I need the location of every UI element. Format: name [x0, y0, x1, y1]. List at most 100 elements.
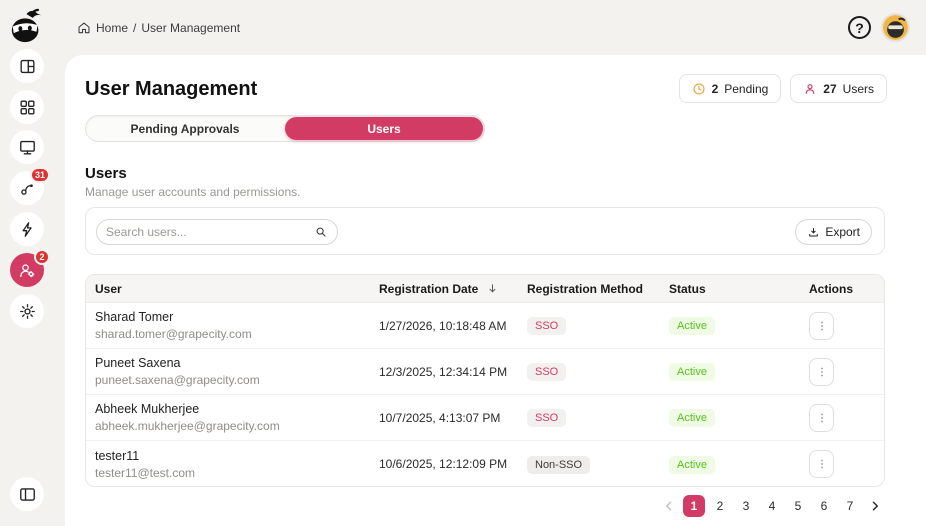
- search-input[interactable]: [106, 225, 314, 239]
- gear-icon: [19, 303, 35, 319]
- breadcrumb: Home / User Management: [77, 21, 240, 35]
- search-toolbar-panel: Export: [85, 207, 885, 255]
- column-header-actions: Actions: [809, 281, 854, 296]
- table-row: Sharad Tomer sharad.tomer@grapecity.com …: [86, 303, 884, 349]
- main-content-card: User Management 2 Pending 27 Users Pendi…: [65, 55, 926, 526]
- user-name: Sharad Tomer: [95, 310, 174, 324]
- breadcrumb-current: User Management: [141, 20, 241, 35]
- registration-date: 12/3/2025, 12:34:14 PM: [379, 364, 508, 379]
- sidebar-item-apps[interactable]: [10, 90, 44, 124]
- pending-label: Pending: [724, 81, 769, 96]
- pending-count: 2: [711, 81, 719, 96]
- sidebar-item-user-management[interactable]: 2: [10, 249, 50, 287]
- registration-method-badge: SSO: [527, 363, 567, 381]
- pagination-page-2[interactable]: 2: [716, 499, 724, 513]
- avatar-ninja-icon: [883, 15, 908, 40]
- sidebar-item-settings[interactable]: [10, 294, 44, 328]
- user-avatar[interactable]: [883, 15, 908, 40]
- user-email: tester11@test.com: [95, 465, 195, 480]
- users-table: User Registration Date Registration Meth…: [85, 274, 885, 487]
- table-header-row: User Registration Date Registration Meth…: [86, 275, 884, 303]
- sidebar-item-actions[interactable]: [10, 212, 44, 246]
- webhook-count-badge: 31: [29, 167, 50, 183]
- search-icon[interactable]: [314, 225, 328, 239]
- status-badge: Active: [669, 455, 715, 474]
- user-gear-icon: [19, 263, 34, 277]
- person-icon: [805, 83, 815, 94]
- download-icon: [809, 227, 819, 237]
- status-badge: Active: [669, 317, 715, 335]
- registration-date: 10/6/2025, 12:12:09 PM: [379, 457, 508, 471]
- column-header-registration-method[interactable]: Registration Method: [527, 281, 643, 296]
- tab-users[interactable]: Users: [285, 117, 483, 140]
- pagination-next-button[interactable]: [865, 495, 885, 517]
- registration-method-badge: SSO: [527, 317, 567, 335]
- user-email: puneet.saxena@grapecity.com: [95, 373, 260, 387]
- table-row: Abheek Mukherjee abheek.mukherjee@grapec…: [86, 395, 884, 441]
- table-row: tester11 tester11@test.com 10/6/2025, 12…: [86, 441, 884, 486]
- ninja-logo-icon: [8, 7, 46, 45]
- row-actions-button[interactable]: [809, 311, 834, 340]
- question-mark-icon: ?: [855, 19, 864, 36]
- chevron-right-icon: [872, 501, 878, 511]
- user-name: tester11: [95, 448, 140, 463]
- home-icon: [78, 22, 90, 33]
- column-header-registration-date[interactable]: Registration Date: [371, 282, 519, 296]
- pagination-page-5[interactable]: 5: [794, 499, 802, 513]
- column-header-status[interactable]: Status: [669, 281, 706, 296]
- pagination-page-4[interactable]: 4: [768, 499, 776, 513]
- vertical-dots-icon: [820, 413, 823, 422]
- user-management-count-badge: 2: [34, 249, 50, 265]
- tab-switcher: Pending Approvals Users: [85, 115, 485, 142]
- pagination-page-3[interactable]: 3: [742, 499, 750, 513]
- user-name: Abheek Mukherjee: [95, 402, 200, 416]
- apps-grid-icon: [19, 99, 35, 115]
- row-actions-button[interactable]: [809, 403, 834, 432]
- registration-date: 1/27/2026, 10:18:48 AM: [379, 318, 507, 333]
- registration-method-badge: SSO: [527, 409, 567, 427]
- table-row: Puneet Saxena puneet.saxena@grapecity.co…: [86, 349, 884, 395]
- search-box: [96, 219, 338, 245]
- pagination-page-1[interactable]: 1: [683, 495, 705, 517]
- breadcrumb-home[interactable]: Home: [96, 20, 129, 35]
- sidebar-item-dashboard[interactable]: [10, 49, 44, 83]
- users-count: 27: [823, 81, 837, 96]
- table-body: Sharad Tomer sharad.tomer@grapecity.com …: [86, 303, 884, 486]
- pending-count-button[interactable]: 2 Pending: [678, 74, 782, 103]
- column-header-user[interactable]: User: [95, 281, 122, 296]
- monitor-icon: [19, 140, 35, 155]
- pagination-prev-button[interactable]: [659, 495, 679, 517]
- tab-pending-approvals[interactable]: Pending Approvals: [130, 121, 240, 136]
- dashboard-panels-icon: [19, 59, 35, 73]
- chevron-left-icon: [666, 501, 672, 511]
- topbar: Home / User Management ?: [65, 0, 926, 55]
- page-title: User Management: [85, 78, 258, 100]
- clock-icon: [693, 82, 705, 95]
- vertical-dots-icon: [820, 321, 823, 330]
- breadcrumb-separator: /: [133, 20, 137, 35]
- pagination-page-6[interactable]: 6: [820, 499, 828, 513]
- status-badge: Active: [669, 409, 715, 427]
- lightning-icon: [22, 221, 32, 237]
- user-email: abheek.mukherjee@grapecity.com: [95, 419, 280, 433]
- row-actions-button[interactable]: [809, 450, 834, 478]
- section-title: Users: [85, 165, 127, 182]
- pagination-page-7[interactable]: 7: [846, 499, 854, 513]
- registration-method-badge: Non-SSO: [527, 455, 591, 474]
- sidebar-collapse-button[interactable]: [10, 477, 44, 511]
- help-button[interactable]: ?: [848, 16, 871, 39]
- registration-date: 10/7/2025, 4:13:07 PM: [379, 410, 501, 425]
- panel-collapse-icon: [19, 487, 35, 501]
- export-button[interactable]: Export: [795, 219, 872, 245]
- vertical-dots-icon: [820, 367, 823, 376]
- vertical-dots-icon: [820, 459, 823, 469]
- users-count-button[interactable]: 27 Users: [790, 74, 887, 103]
- section-subtitle: Manage user accounts and permissions.: [85, 185, 301, 199]
- sidebar-item-webhooks[interactable]: 31: [10, 167, 50, 205]
- sort-descending-icon: [489, 284, 496, 293]
- sidebar-item-monitor[interactable]: [10, 130, 44, 164]
- user-name: Puneet Saxena: [95, 356, 181, 370]
- row-actions-button[interactable]: [809, 357, 834, 386]
